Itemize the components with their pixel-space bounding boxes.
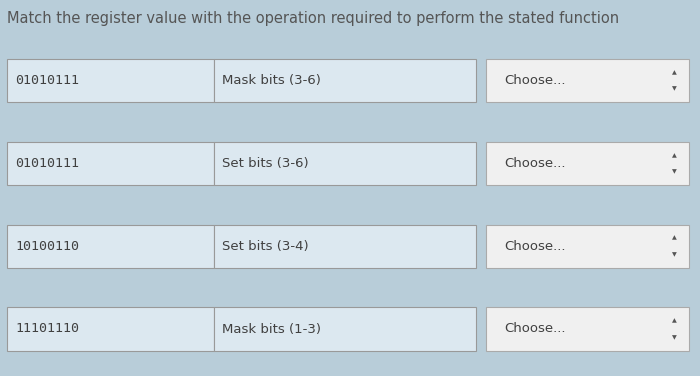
FancyBboxPatch shape [486, 142, 690, 185]
Text: ▲: ▲ [672, 318, 676, 323]
Text: Choose...: Choose... [504, 157, 566, 170]
FancyBboxPatch shape [214, 308, 476, 350]
FancyBboxPatch shape [486, 308, 690, 350]
Text: 10100110: 10100110 [15, 240, 79, 253]
Text: Match the register value with the operation required to perform the stated funct: Match the register value with the operat… [7, 11, 619, 26]
FancyBboxPatch shape [214, 225, 476, 268]
Text: Set bits (3-4): Set bits (3-4) [222, 240, 309, 253]
FancyBboxPatch shape [486, 59, 690, 102]
Text: ▼: ▼ [672, 86, 676, 92]
FancyBboxPatch shape [7, 59, 214, 102]
Text: ▼: ▼ [672, 252, 676, 257]
Text: ▲: ▲ [672, 235, 676, 241]
FancyBboxPatch shape [7, 308, 214, 350]
Text: ▼: ▼ [672, 335, 676, 340]
Text: Mask bits (3-6): Mask bits (3-6) [222, 74, 321, 87]
Text: Mask bits (1-3): Mask bits (1-3) [222, 323, 321, 335]
Text: ▼: ▼ [672, 169, 676, 174]
FancyBboxPatch shape [7, 142, 214, 185]
Text: Choose...: Choose... [504, 240, 566, 253]
Text: ▲: ▲ [672, 153, 676, 158]
Text: Choose...: Choose... [504, 74, 566, 87]
FancyBboxPatch shape [7, 225, 214, 268]
Text: Choose...: Choose... [504, 323, 566, 335]
FancyBboxPatch shape [486, 225, 690, 268]
Text: 11101110: 11101110 [15, 323, 79, 335]
FancyBboxPatch shape [214, 59, 476, 102]
Text: Set bits (3-6): Set bits (3-6) [222, 157, 309, 170]
Text: 01010111: 01010111 [15, 74, 79, 87]
Text: 01010111: 01010111 [15, 157, 79, 170]
Text: ▲: ▲ [672, 70, 676, 75]
FancyBboxPatch shape [214, 142, 476, 185]
